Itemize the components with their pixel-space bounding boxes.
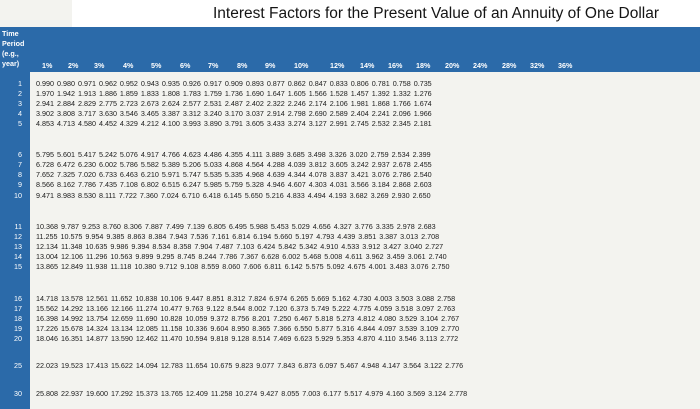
rate-header: 6% [180,61,191,70]
factor-row: 1.970 1.942 1.913 1.886 1.859 1.833 1.80… [36,89,432,98]
rate-header: 14% [360,61,375,70]
rate-header: 3% [94,61,105,70]
factor-row: 10.368 9.787 9.253 8.760 8.306 7.887 7.4… [36,222,436,231]
rate-header: 2% [68,61,79,70]
title-bar: Interest Factors for the Present Value o… [72,0,700,27]
factor-row: 4.853 4.713 4.580 4.452 4.329 4.212 4.10… [36,119,432,128]
factor-row: 5.795 5.601 5.417 5.242 5.076 4.917 4.76… [36,150,431,159]
factor-row: 22.023 19.523 17.413 15.622 14.094 12.78… [36,361,464,370]
factor-row: 13.004 12.106 11.296 10.563 9.899 9.295 … [36,252,447,261]
factor-row: 2.941 2.884 2.829 2.775 2.723 2.673 2.62… [36,99,432,108]
rate-header: 1% [42,61,53,70]
rate-header: 28% [502,61,517,70]
period-label: 25 [14,361,22,370]
period-label: 14 [14,252,22,261]
rate-header: 7% [208,61,219,70]
period-label: 15 [14,262,22,271]
period-label: 7 [18,160,22,169]
period-label: 16 [14,294,22,303]
factor-row: 12.134 11.348 10.635 9.986 9.394 8.534 8… [36,242,444,251]
period-label: 20 [14,334,22,343]
factor-row: 13.865 12.849 11.938 11.118 10.380 9.712… [36,262,450,271]
rate-header: 18% [416,61,431,70]
period-label: 3 [18,99,22,108]
rate-header: 5% [151,61,162,70]
rate-header: 36% [558,61,573,70]
stub-header-line: Period [2,39,25,48]
rate-header: 9% [265,61,276,70]
period-label: 2 [18,89,22,98]
period-label: 12 [14,232,22,241]
period-label: 10 [14,191,22,200]
period-label: 5 [18,119,22,128]
rate-header: 4% [123,61,134,70]
factor-row: 25.808 22.937 19.600 17.292 15.373 13.76… [36,389,468,398]
factor-row: 3.902 3.808 3.717 3.630 3.546 3.465 3.38… [36,109,432,118]
factor-row: 6.728 6.472 6.230 6.002 5.786 5.582 5.38… [36,160,432,169]
period-label: 18 [14,314,22,323]
time-period-header: Time Period (e.g., year) [2,29,34,69]
factor-row: 8.566 8.162 7.786 7.435 7.108 6.802 6.51… [36,180,432,189]
rate-header: 20% [445,61,460,70]
period-column-band [0,27,30,409]
factor-row: 7.652 7.325 7.020 6.733 6.463 6.210 5.97… [36,170,432,179]
factor-row: 17.226 15.678 14.324 13.134 12.085 11.15… [36,324,460,333]
factor-row: 14.718 13.578 12.561 11.652 10.838 10.10… [36,294,456,303]
stub-header-line: Time [2,29,19,38]
factor-row: 18.046 16.351 14.877 13.590 12.462 11.47… [36,334,459,343]
rate-header: 32% [530,61,545,70]
period-label: 1 [18,79,22,88]
factor-row: 15.562 14.292 13.166 12.166 11.274 10.47… [36,304,456,313]
period-label: 19 [14,324,22,333]
factor-row: 11.255 10.575 9.954 9.385 8.863 8.384 7.… [36,232,440,241]
period-label: 6 [18,150,22,159]
period-label: 30 [14,389,22,398]
rate-header: 8% [237,61,248,70]
period-label: 9 [18,180,22,189]
table-title: Interest Factors for the Present Value o… [213,5,660,22]
column-header-band [0,27,700,72]
rate-header: 16% [388,61,403,70]
rate-header: 10% [294,61,309,70]
rate-header: 24% [473,61,488,70]
rate-header: 12% [330,61,345,70]
stub-header-line: year) [2,59,20,68]
factor-row: 9.471 8.983 8.530 8.111 7.722 7.360 7.02… [36,191,431,200]
factor-row: 0.990 0.980 0.971 0.962 0.952 0.943 0.93… [36,79,432,88]
period-label: 11 [14,222,22,231]
period-label: 8 [18,170,22,179]
factor-row: 16.398 14.992 13.754 12.659 11.690 10.82… [36,314,460,323]
stub-header-line: (e.g., [2,49,19,58]
period-label: 13 [14,242,22,251]
period-label: 4 [18,109,22,118]
period-label: 17 [14,304,22,313]
